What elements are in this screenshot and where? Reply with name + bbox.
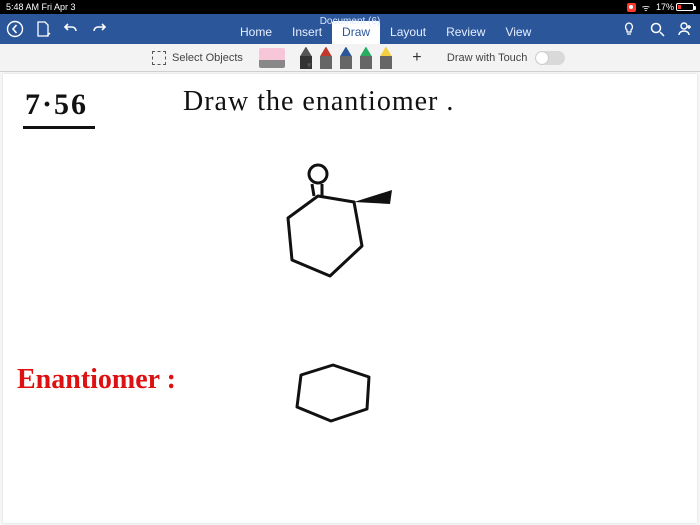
screen-record-indicator	[627, 3, 636, 12]
select-objects-label: Select Objects	[172, 52, 243, 64]
pen-tray: ▾	[295, 47, 397, 69]
app-ribbon: Document (6) Home Insert Draw Layout Rev…	[0, 14, 700, 44]
ios-status-bar: 5:48 AM Fri Apr 3 ᯤ 17%	[0, 0, 700, 14]
add-pen-button[interactable]: +	[407, 49, 427, 67]
pen-red[interactable]	[317, 47, 335, 69]
chevron-down-icon[interactable]: ▾	[307, 60, 312, 71]
draw-with-touch-toggle[interactable]	[535, 51, 565, 65]
file-icon[interactable]	[34, 20, 52, 38]
problem-number: 7·56	[25, 88, 88, 122]
battery-percent: 17%	[656, 2, 674, 12]
pen-blue[interactable]	[337, 47, 355, 69]
pen-green[interactable]	[357, 47, 375, 69]
draw-toolbar: Select Objects ▾ + Draw with Touch	[0, 44, 700, 72]
status-time-date: 5:48 AM Fri Apr 3	[6, 2, 76, 12]
draw-with-touch-label: Draw with Touch	[447, 52, 528, 64]
answer-label: Enantiomer :	[17, 364, 176, 396]
pen-yellow[interactable]	[377, 47, 395, 69]
undo-icon[interactable]	[62, 20, 80, 38]
select-objects-icon	[152, 51, 166, 65]
pen-black[interactable]	[297, 47, 315, 69]
battery-icon	[676, 3, 694, 11]
select-objects-button[interactable]: Select Objects	[146, 49, 249, 67]
eraser-tool[interactable]	[259, 48, 285, 68]
prompt-text: Draw the enantiomer .	[183, 86, 454, 118]
document-canvas[interactable]: 7·56 Draw the enantiomer . Enantiomer :	[0, 72, 700, 525]
page: 7·56 Draw the enantiomer . Enantiomer :	[3, 74, 697, 523]
problem-number-underline	[23, 126, 95, 129]
wifi-icon: ᯤ	[642, 1, 650, 14]
molecule-sketch-bottom	[283, 359, 383, 429]
share-person-icon[interactable]	[676, 20, 694, 38]
back-icon[interactable]	[6, 20, 24, 38]
redo-icon[interactable]	[90, 20, 108, 38]
molecule-sketch-top	[258, 160, 398, 290]
lightbulb-icon[interactable]	[620, 20, 638, 38]
search-icon[interactable]	[648, 20, 666, 38]
